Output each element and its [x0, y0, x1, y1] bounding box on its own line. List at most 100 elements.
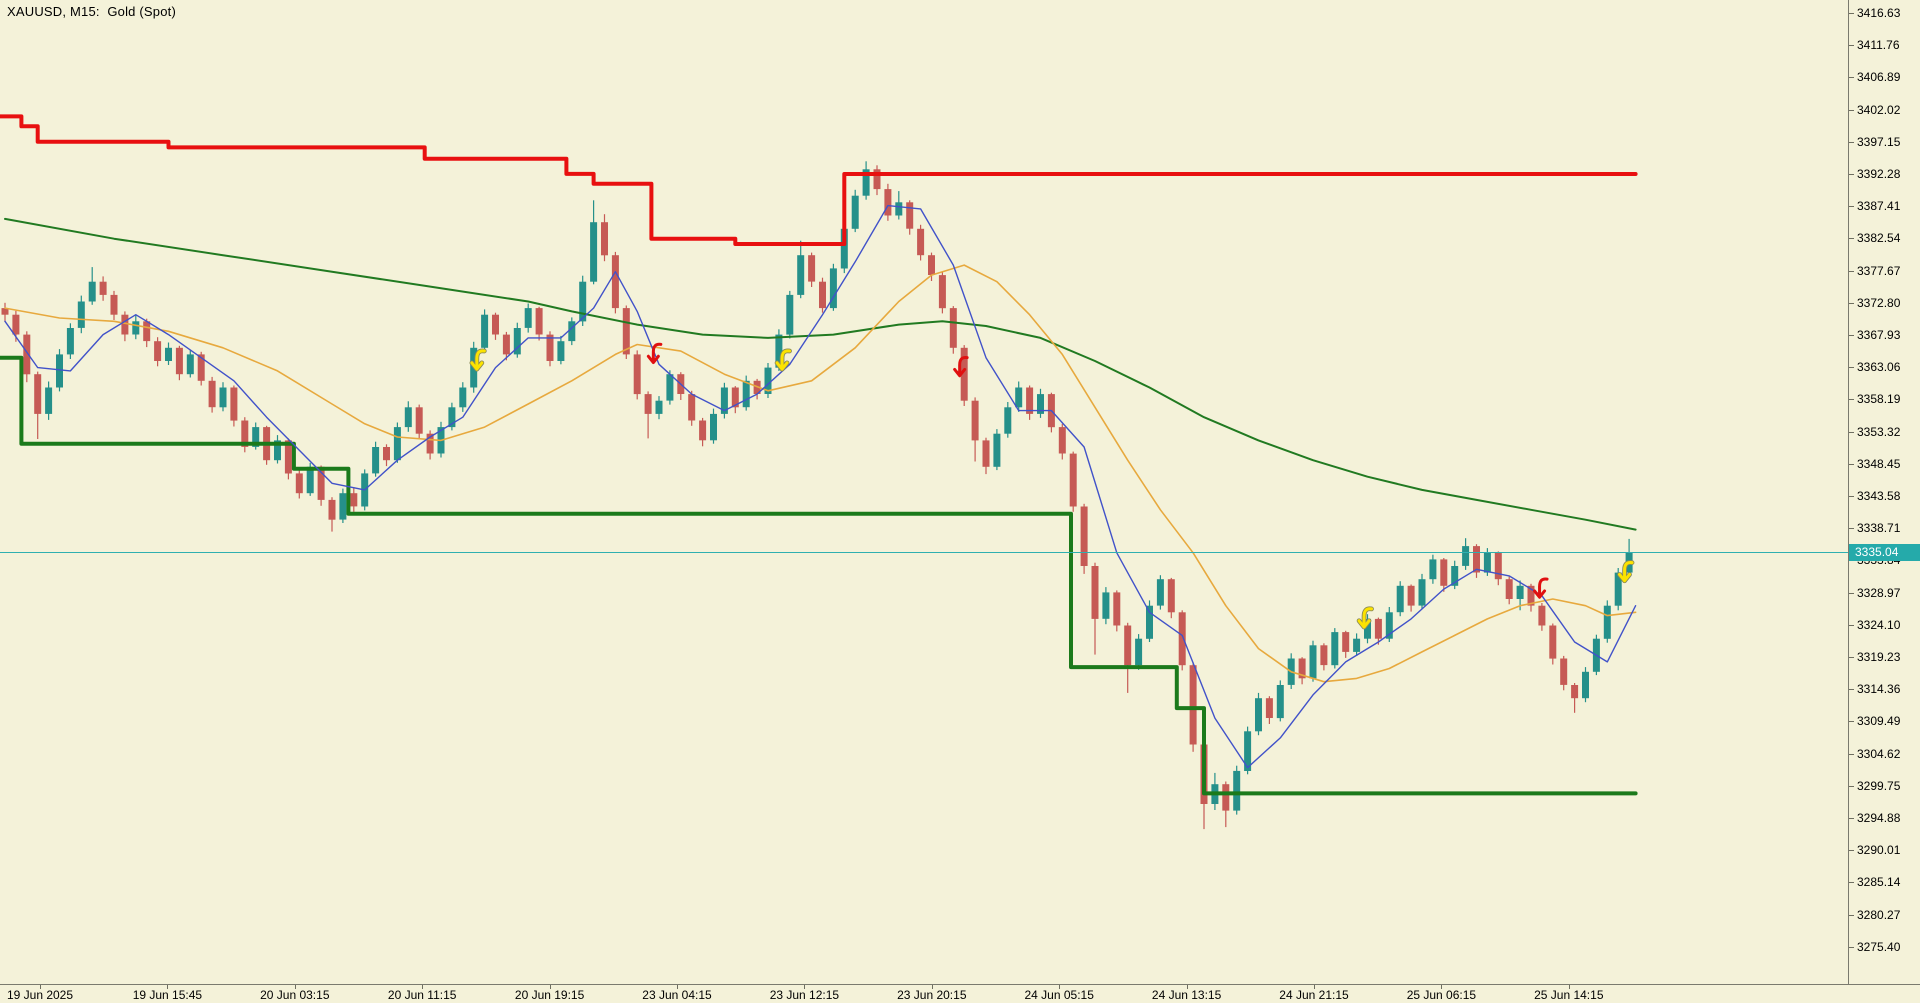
time-axis-label: 24 Jun 13:15	[1151, 988, 1222, 1002]
price-axis-label: 3387.41	[1857, 199, 1901, 214]
time-axis-tick	[804, 985, 806, 989]
buy-signal-arrow	[469, 348, 487, 372]
price-axis-tick	[1849, 753, 1854, 755]
price-axis-tick	[1849, 141, 1854, 143]
price-axis-tick	[1849, 592, 1854, 594]
price-axis-label: 3304.62	[1857, 746, 1901, 761]
price-axis-tick	[1849, 914, 1854, 916]
price-axis-label: 3367.93	[1857, 328, 1901, 342]
price-axis-tick	[1849, 496, 1854, 497]
price-axis-label: 3353.32	[1857, 424, 1901, 439]
time-axis-tick	[1186, 985, 1188, 989]
price-axis-label: 3294.88	[1857, 811, 1901, 825]
price-axis-tick	[1849, 206, 1854, 208]
time-axis-label: 19 Jun 2025	[6, 988, 74, 1002]
price-axis-tick	[1849, 174, 1854, 175]
price-axis-tick	[1849, 302, 1854, 304]
price-axis-label: 3275.40	[1857, 939, 1901, 954]
time-axis-label: 19 Jun 15:45	[132, 988, 203, 1002]
time-axis-tick	[549, 985, 551, 989]
sell-signal-arrow	[953, 355, 969, 378]
sell-signal-arrow	[1533, 577, 1549, 599]
price-axis-label: 3314.36	[1857, 682, 1901, 697]
price-axis-tick	[1849, 624, 1854, 626]
buy-signal-arrow	[774, 348, 792, 372]
time-axis-label: 20 Jun 11:15	[387, 988, 457, 1002]
support-trail-stop-line	[0, 355, 1638, 796]
price-axis-label: 3299.75	[1857, 778, 1901, 793]
price-axis-label: 3309.49	[1857, 714, 1901, 729]
price-axis-label: 3285.14	[1857, 875, 1901, 890]
time-axis-tick	[931, 985, 933, 989]
current-price-badge: 3335.04	[1849, 544, 1920, 561]
time-axis-tick	[1568, 985, 1570, 989]
price-axis-label: 3324.10	[1857, 617, 1901, 632]
price-axis-label: 3402.02	[1857, 102, 1901, 117]
price-axis-label: 3397.15	[1857, 134, 1901, 149]
time-axis-tick	[1314, 985, 1315, 989]
ma-slow-line	[4, 217, 1637, 531]
price-axis-tick	[1849, 431, 1854, 433]
buy-signal-arrow	[1356, 606, 1374, 630]
price-axis-label: 3328.97	[1857, 585, 1901, 600]
price-axis-tick	[1849, 270, 1854, 272]
price-axis-label: 3338.71	[1857, 521, 1901, 536]
price-axis-tick	[1849, 689, 1854, 691]
price-axis-label: 3377.67	[1857, 263, 1901, 278]
time-axis-label: 23 Jun 12:15	[769, 988, 840, 1002]
price-axis-label: 3372.80	[1857, 295, 1901, 310]
price-axis-tick	[1849, 946, 1854, 948]
resistance-trail-stop-line	[0, 114, 1638, 246]
time-axis-label: 23 Jun 20:15	[897, 988, 967, 1002]
time-axis-tick	[40, 985, 41, 989]
price-axis-label: 3363.06	[1857, 360, 1901, 375]
price-axis-label: 3406.89	[1857, 70, 1901, 85]
candlestick-chart[interactable]	[0, 0, 1848, 984]
price-axis-label: 3280.27	[1857, 907, 1901, 922]
chart-plot-area[interactable]: XAUUSD, M15: Gold (Spot)	[0, 0, 1848, 984]
price-axis-tick	[1849, 238, 1854, 240]
price-axis-tick	[1849, 367, 1854, 369]
price-axis-label: 3382.54	[1857, 231, 1901, 246]
price-axis-tick	[1849, 785, 1854, 787]
time-axis-label: 20 Jun 03:15	[260, 988, 330, 1002]
price-axis-label: 3416.63	[1857, 6, 1901, 20]
price-axis-label: 3290.01	[1857, 843, 1901, 858]
time-axis-tick	[167, 985, 169, 989]
candles-layer	[1, 161, 1633, 830]
time-axis-label: 25 Jun 14:15	[1534, 988, 1604, 1002]
time-axis[interactable]: 19 Jun 2025 19 Jun 15:45 20 Jun 03:15 20 Ju…	[0, 984, 1920, 1003]
price-axis-tick	[1849, 13, 1854, 14]
time-axis-label: 24 Jun 05:15	[1024, 988, 1094, 1002]
price-axis-tick	[1849, 335, 1854, 336]
price-axis-label: 3348.45	[1857, 456, 1901, 471]
price-axis-tick	[1849, 657, 1854, 658]
price-axis-tick	[1849, 77, 1854, 79]
price-axis-tick	[1849, 721, 1854, 723]
buy-signal-arrow	[1617, 560, 1635, 584]
price-axis-tick	[1849, 45, 1854, 47]
time-axis-tick	[677, 985, 678, 989]
time-axis-tick	[1059, 985, 1061, 989]
price-axis-label: 3392.28	[1857, 167, 1901, 181]
symbol-timeframe-label: XAUUSD, M15: Gold (Spot)	[7, 4, 176, 19]
price-axis-label: 3343.58	[1857, 489, 1901, 503]
time-axis-label: 25 Jun 06:15	[1406, 988, 1477, 1002]
price-axis-tick	[1849, 850, 1854, 852]
price-axis-tick	[1849, 528, 1854, 530]
time-axis-tick	[294, 985, 296, 989]
time-axis-label: 20 Jun 19:15	[514, 988, 585, 1002]
price-axis-label: 3358.19	[1857, 392, 1901, 407]
sell-signal-arrow	[646, 342, 663, 365]
time-axis-label: 23 Jun 04:15	[642, 988, 712, 1002]
price-axis-tick	[1849, 882, 1854, 884]
price-axis-label: 3319.23	[1857, 650, 1901, 664]
price-axis-tick	[1849, 818, 1854, 819]
price-axis[interactable]: 3416.63 3411.76 3406.89 3402.02 3397.15 3392.…	[1848, 0, 1920, 984]
price-axis-label: 3411.76	[1857, 38, 1900, 53]
ma-fast-line	[4, 204, 1637, 769]
price-axis-tick	[1849, 463, 1854, 465]
time-axis-tick	[422, 985, 424, 989]
price-axis-tick	[1849, 399, 1854, 401]
